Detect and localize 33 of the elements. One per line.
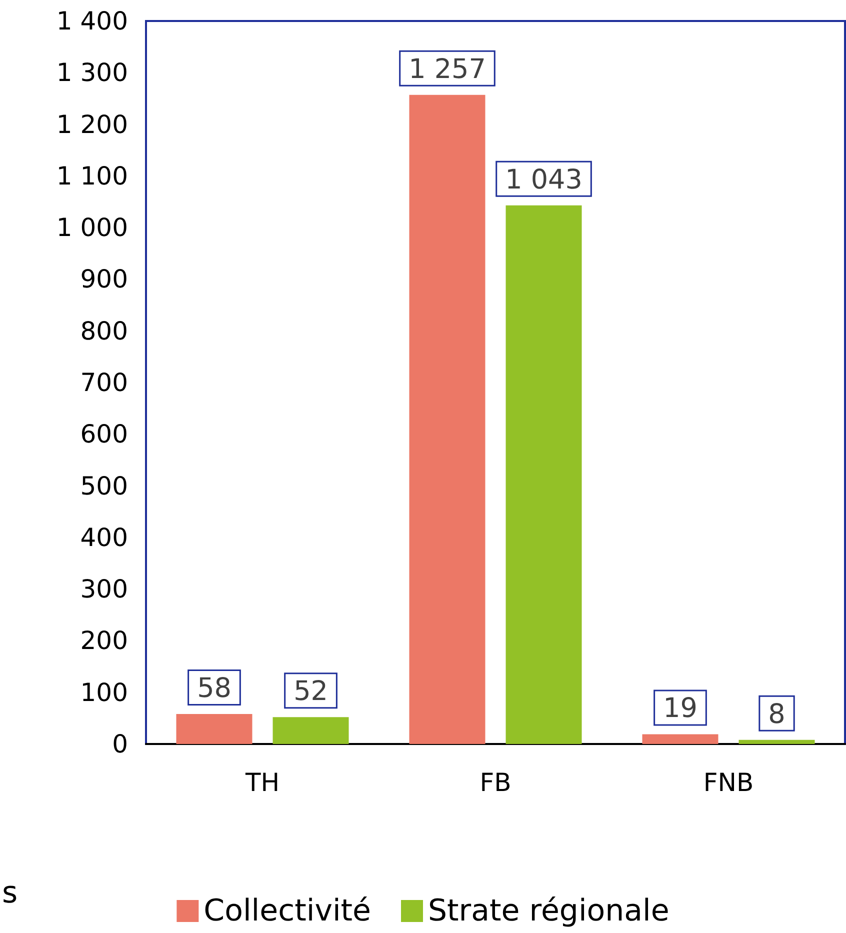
y-tick-label: 1 400 <box>56 6 128 36</box>
data-label: 1 257 <box>408 54 486 85</box>
data-label: 1 043 <box>505 164 582 196</box>
y-tick-label: 1 000 <box>56 213 128 242</box>
bar <box>409 94 486 744</box>
y-tick-label: 300 <box>80 574 128 604</box>
bar <box>506 205 582 744</box>
y-tick-label: 500 <box>80 471 128 500</box>
data-label: 19 <box>663 693 698 724</box>
y-tick-label: 1 200 <box>56 110 128 139</box>
y-tick-label: 200 <box>80 626 128 656</box>
y-tick-label: 1 100 <box>56 161 128 190</box>
bar <box>176 714 252 744</box>
bar <box>642 734 718 744</box>
x-tick-label: FB <box>480 768 512 797</box>
y-tick-label: 100 <box>80 678 128 707</box>
legend-label: Strate régionale <box>428 894 670 928</box>
y-tick-label: 900 <box>80 264 128 294</box>
y-tick-label: 700 <box>80 368 128 397</box>
y-tick-label: 600 <box>80 420 128 449</box>
y-tick-label: 1 300 <box>56 58 128 88</box>
bar <box>738 740 815 744</box>
x-tick-label: TH <box>244 768 280 797</box>
y-tick-label: 800 <box>80 316 128 346</box>
data-label: 8 <box>768 698 786 730</box>
bar <box>272 717 349 744</box>
text: s <box>2 876 18 910</box>
y-tick-label: 0 <box>112 730 128 758</box>
data-label: 52 <box>294 676 328 708</box>
x-tick-label: FNB <box>703 768 754 797</box>
legend-label: Collectivité <box>204 894 372 928</box>
data-label: 58 <box>197 673 232 704</box>
y-tick-label: 400 <box>80 522 128 552</box>
